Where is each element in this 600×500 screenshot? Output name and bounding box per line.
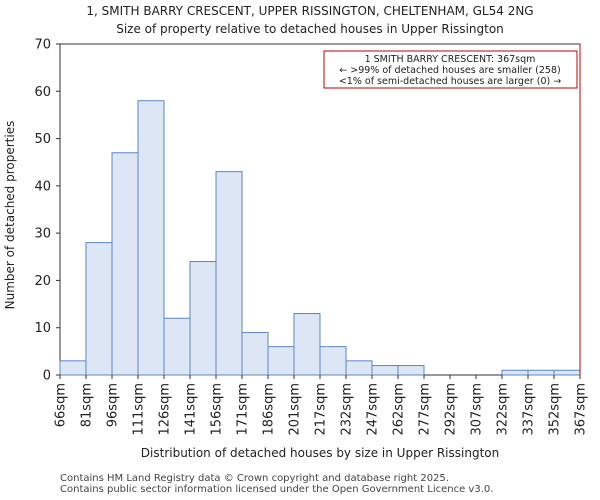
x-tick-label: 66sqm: [54, 383, 69, 427]
x-tick-label: 232sqm: [340, 383, 355, 436]
y-tick-label: 60: [34, 85, 51, 100]
x-axis-label: Distribution of detached houses by size …: [141, 446, 499, 460]
y-tick-label: 20: [34, 274, 51, 289]
bar-217sqm: [319, 346, 347, 376]
annotation-line-3: <1% of semi-detached houses are larger (…: [339, 76, 561, 87]
annotation-line-2: ← >99% of detached houses are smaller (2…: [339, 65, 560, 76]
bar-186sqm: [267, 346, 295, 376]
bar-201sqm: [293, 313, 321, 376]
annotation-frame: [323, 50, 578, 89]
footer-licence: Contains public sector information licen…: [60, 484, 494, 495]
y-tick-label: 70: [34, 38, 51, 53]
x-tick-label: 217sqm: [314, 383, 329, 436]
bar-337sqm: [527, 369, 555, 376]
bars-group: [59, 100, 581, 376]
bar-352sqm: [553, 369, 581, 376]
annotation-box: 1 SMITH BARRY CRESCENT: 367sqm ← >99% of…: [323, 50, 578, 89]
bar-247sqm: [371, 365, 399, 376]
x-tick-label: 141sqm: [184, 383, 199, 436]
x-tick-label: 96sqm: [106, 383, 121, 427]
x-tick-label: 277sqm: [418, 383, 433, 436]
x-tick-label: 201sqm: [288, 383, 303, 436]
bar-111sqm: [137, 100, 165, 376]
x-tick-label: 111sqm: [132, 383, 147, 436]
x-tick-label: 367sqm: [574, 383, 589, 436]
x-tick-label: 352sqm: [548, 383, 563, 436]
bar-232sqm: [345, 360, 373, 376]
footer-copyright: Contains HM Land Registry data © Crown c…: [60, 473, 449, 484]
annotation-line-1: 1 SMITH BARRY CRESCENT: 367sqm: [365, 54, 536, 65]
x-tick-label: 262sqm: [392, 383, 407, 436]
x-tick-label: 126sqm: [158, 383, 173, 436]
chart-title: 1, SMITH BARRY CRESCENT, UPPER RISSINGTO…: [86, 4, 533, 18]
plot-area: 0 10 20 30 40 50 60 70 66sqm 81sqm 96sqm 111sqm 126…: [34, 38, 588, 436]
y-tick-label: 0: [43, 369, 51, 384]
bar-81sqm: [85, 242, 113, 376]
x-axis-ticks: 66sqm 81sqm 96sqm 111sqm 126sqm 141sqm 156sqm 1…: [54, 375, 589, 436]
y-tick-label: 30: [34, 227, 51, 242]
y-tick-label: 40: [34, 179, 51, 194]
x-tick-label: 186sqm: [262, 383, 277, 436]
chart-subtitle: Size of property relative to detached ho…: [116, 22, 504, 36]
y-tick-label: 50: [34, 132, 51, 147]
x-tick-label: 337sqm: [522, 383, 537, 436]
x-tick-label: 322sqm: [496, 383, 511, 436]
bar-262sqm: [397, 365, 425, 376]
x-tick-label: 156sqm: [210, 383, 225, 436]
bar-126sqm: [163, 317, 191, 376]
y-axis-label: Number of detached properties: [3, 121, 17, 310]
x-tick-label: 247sqm: [366, 383, 381, 436]
x-tick-label: 292sqm: [444, 383, 459, 436]
bar-96sqm: [111, 152, 139, 376]
x-tick-label: 307sqm: [470, 383, 485, 436]
x-tick-label: 171sqm: [236, 383, 251, 436]
x-tick-label: 81sqm: [80, 383, 95, 427]
bar-171sqm: [241, 331, 269, 376]
y-tick-label: 10: [34, 321, 51, 336]
bar-156sqm: [215, 171, 243, 376]
bar-141sqm: [189, 261, 217, 376]
bar-66sqm: [59, 360, 87, 376]
bar-322sqm: [501, 369, 529, 376]
y-axis-ticks: 0 10 20 30 40 50 60 70: [34, 38, 60, 384]
